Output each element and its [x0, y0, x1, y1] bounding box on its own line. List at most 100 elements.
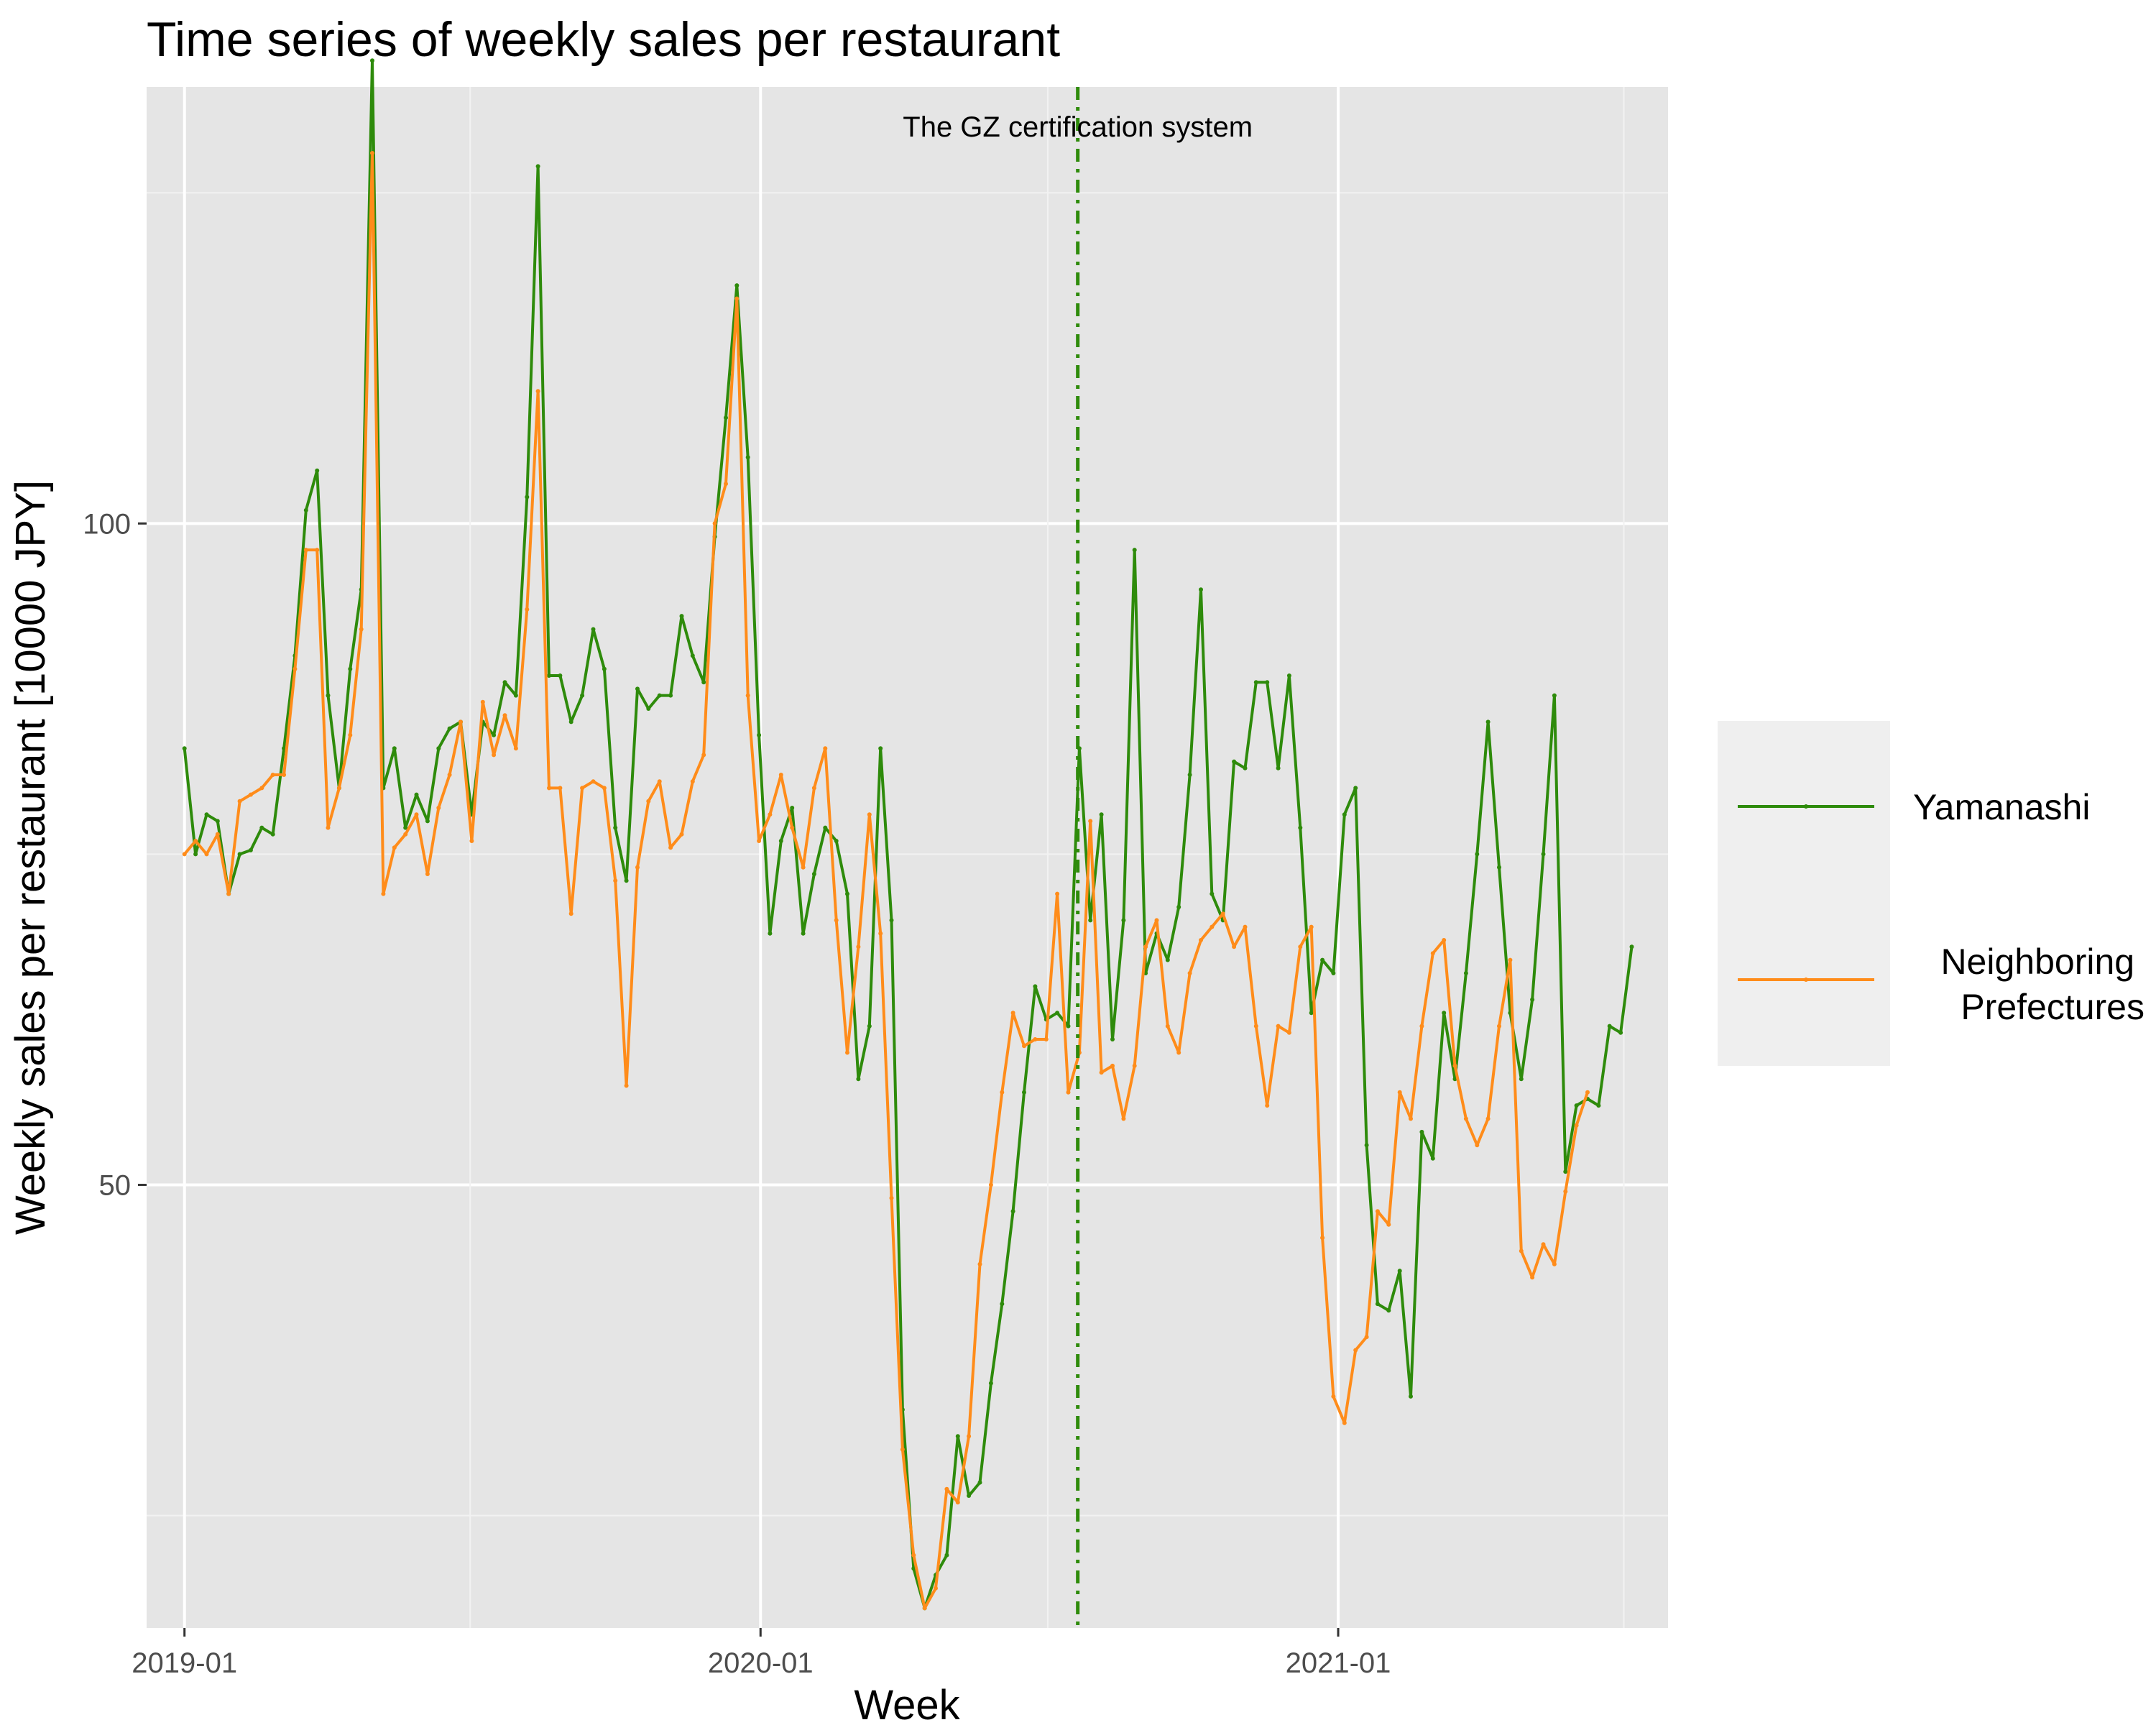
data-point: [1022, 1044, 1026, 1049]
data-point: [668, 693, 673, 698]
data-point: [370, 58, 374, 63]
data-point: [1386, 1222, 1391, 1227]
data-point: [845, 891, 849, 896]
data-point: [657, 693, 662, 698]
data-point: [977, 1261, 982, 1266]
data-point: [292, 666, 298, 671]
data-point: [1243, 924, 1248, 929]
data-point: [911, 1552, 916, 1558]
data-point: [823, 746, 828, 751]
data-point: [1099, 812, 1104, 817]
data-point: [1010, 1209, 1015, 1214]
data-point: [436, 806, 441, 810]
data-point: [204, 852, 209, 857]
data-point: [1044, 1037, 1049, 1041]
data-point: [1022, 1090, 1026, 1095]
data-point: [823, 825, 828, 830]
data-point: [182, 746, 187, 751]
data-point: [944, 1486, 949, 1491]
plot-panel: [147, 87, 1668, 1628]
data-point: [635, 865, 640, 870]
data-point: [1187, 971, 1192, 975]
data-point: [248, 792, 253, 797]
data-point: [889, 918, 894, 923]
data-point: [403, 825, 408, 830]
data-point: [1463, 1116, 1468, 1121]
data-point: [348, 732, 353, 737]
data-point: [745, 693, 750, 698]
data-point: [303, 548, 308, 553]
data-point: [1519, 1077, 1524, 1082]
data-point: [878, 746, 883, 751]
data-point: [679, 832, 684, 837]
data-point: [469, 839, 474, 843]
data-point: [547, 673, 551, 678]
x-tick-label: 2020-01: [708, 1647, 814, 1679]
data-point: [955, 1500, 960, 1505]
data-point: [1276, 765, 1281, 770]
grid: [147, 87, 1668, 1628]
data-point: [1485, 719, 1491, 724]
data-point: [1088, 819, 1093, 824]
data-point: [1010, 1011, 1015, 1016]
data-point: [1121, 918, 1126, 923]
data-point: [734, 296, 740, 301]
data-point: [1530, 1275, 1535, 1280]
data-point: [1596, 1103, 1601, 1108]
series-layer: [182, 58, 1634, 1611]
data-point: [1309, 1011, 1314, 1016]
data-point: [1253, 1024, 1258, 1029]
data-point: [270, 773, 275, 777]
data-point: [1331, 1394, 1336, 1399]
data-point: [856, 1077, 861, 1082]
data-point: [1607, 1024, 1612, 1029]
data-point: [778, 773, 783, 777]
data-point: [701, 753, 706, 758]
data-point: [270, 832, 275, 837]
data-point: [1585, 1090, 1590, 1095]
data-point: [1430, 1156, 1435, 1161]
data-point: [1430, 951, 1435, 956]
data-point: [712, 521, 717, 526]
data-point: [1409, 1116, 1413, 1121]
data-point: [425, 872, 430, 876]
data-point: [1110, 1037, 1115, 1041]
data-point: [1066, 1024, 1071, 1029]
data-point: [1055, 1011, 1060, 1016]
data-point: [492, 753, 497, 758]
data-point: [591, 627, 596, 632]
data-point: [679, 614, 684, 619]
data-point: [811, 786, 816, 791]
data-point: [1331, 971, 1336, 975]
data-point: [734, 283, 740, 288]
data-point: [1143, 944, 1148, 949]
data-point: [381, 891, 386, 896]
data-point: [1176, 905, 1181, 909]
axis-ticks: 50 100 2019-01 2020-01 2021-01: [83, 508, 1391, 1679]
data-point: [326, 693, 331, 698]
data-point: [1298, 944, 1303, 949]
data-point: [1475, 852, 1480, 857]
data-point: [1210, 924, 1215, 929]
data-point: [701, 680, 706, 685]
data-point: [624, 878, 629, 883]
data-point: [237, 799, 242, 804]
data-point: [259, 786, 264, 791]
data-point: [768, 812, 773, 817]
data-point: [624, 1083, 629, 1088]
data-point: [955, 1434, 960, 1439]
data-point: [1099, 1070, 1104, 1075]
data-point: [436, 746, 441, 751]
data-point: [690, 779, 695, 784]
data-point: [326, 825, 331, 830]
y-tick-label: 50: [99, 1169, 132, 1201]
data-point: [845, 1050, 849, 1055]
data-point: [535, 164, 540, 169]
data-point: [988, 1182, 993, 1187]
data-point: [1508, 957, 1513, 962]
data-point: [348, 666, 353, 671]
data-point: [922, 1606, 927, 1611]
data-point: [1629, 944, 1634, 949]
data-point: [1375, 1302, 1380, 1307]
